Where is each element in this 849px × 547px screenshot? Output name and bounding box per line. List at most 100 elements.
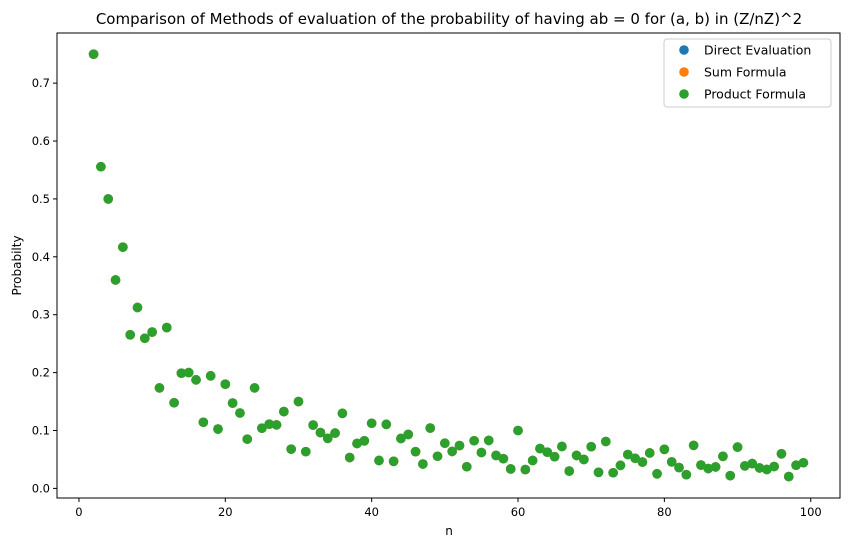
data-point: [798, 457, 809, 468]
data-point: [688, 440, 699, 451]
data-point: [161, 322, 172, 333]
data-point: [279, 406, 289, 417]
legend-marker: [679, 45, 689, 55]
data-point: [520, 464, 531, 475]
legend-marker: [679, 67, 689, 77]
data-point: [264, 419, 275, 429]
x-tick-label: 60: [511, 505, 526, 519]
data-point: [147, 327, 157, 337]
data-point: [630, 453, 640, 464]
x-axis-ticks: 0 20 40 60 80 100: [75, 498, 822, 519]
legend-marker: [679, 89, 689, 99]
data-point: [535, 443, 545, 454]
legend-label: Sum Formula: [704, 65, 787, 80]
data-point: [666, 457, 677, 467]
x-axis-label: n: [445, 524, 453, 538]
data-point: [308, 420, 318, 430]
x-tick-label: 100: [800, 505, 822, 519]
data-point: [154, 383, 165, 393]
data-point: [542, 447, 553, 458]
data-point: [571, 450, 582, 461]
data-point: [637, 457, 648, 467]
data-point: [183, 367, 194, 378]
y-tick-label: 0.2: [32, 366, 50, 380]
data-point: [410, 446, 421, 457]
data-point: [381, 419, 392, 430]
data-point: [564, 466, 575, 476]
data-point: [257, 423, 267, 433]
chart-title: Comparison of Methods of evaluation of t…: [96, 10, 802, 28]
plot-area: [57, 33, 840, 498]
data-point: [220, 379, 231, 389]
plot-frame: [56, 32, 841, 499]
data-point: [125, 329, 135, 340]
data-point: [710, 462, 721, 472]
y-tick-label: 0.5: [32, 192, 50, 206]
data-point: [652, 469, 662, 479]
data-point: [337, 408, 348, 419]
data-point: [703, 463, 714, 474]
x-tick-label: 20: [218, 505, 233, 519]
data-point: [659, 444, 670, 455]
y-tick-label: 0.1: [32, 423, 50, 437]
data-point: [498, 453, 509, 464]
data-point: [483, 435, 494, 446]
data-point: [740, 461, 750, 471]
legend-box: [663, 38, 832, 108]
data-point: [132, 302, 143, 313]
data-point: [586, 441, 596, 452]
data-point: [103, 194, 114, 204]
data-point: [718, 451, 728, 462]
data-point: [549, 451, 560, 462]
data-point: [608, 467, 618, 478]
data-point: [169, 397, 179, 408]
data-point: [242, 434, 253, 444]
data-point: [88, 49, 99, 59]
data-point: [469, 435, 479, 446]
data-point: [747, 458, 757, 469]
data-point: [359, 436, 370, 446]
data-point: [418, 459, 428, 469]
legend-label: Product Formula: [704, 87, 806, 102]
data-point: [396, 433, 406, 444]
data-point: [732, 442, 743, 452]
data-point: [271, 420, 282, 430]
series-3: [88, 49, 809, 482]
data-point: [461, 461, 472, 472]
data-point: [505, 464, 516, 474]
data-point: [118, 242, 128, 252]
data-point: [140, 333, 150, 344]
data-point: [249, 383, 260, 393]
data-point: [557, 441, 567, 452]
data-point: [791, 460, 801, 471]
legend-label: Direct Evaluation: [704, 43, 811, 58]
data-point: [425, 423, 436, 433]
y-tick-label: 0.6: [32, 134, 50, 148]
data-point: [315, 427, 326, 438]
y-tick-label: 0.7: [32, 76, 50, 90]
data-point: [301, 446, 311, 457]
data-point: [762, 464, 772, 475]
data-point: [344, 452, 355, 463]
data-point: [454, 440, 465, 451]
data-point: [293, 396, 304, 407]
data-point: [579, 454, 589, 465]
legend: Direct Evaluation Sum Formula Product Form…: [663, 38, 832, 108]
data-point: [725, 470, 736, 481]
data-point: [110, 275, 121, 285]
data-point: [235, 408, 245, 418]
x-tick-label: 80: [657, 505, 672, 519]
data-point: [644, 448, 655, 458]
data-points: [88, 49, 809, 482]
data-point: [198, 417, 209, 428]
x-tick-label: 40: [364, 505, 379, 519]
data-point: [513, 425, 523, 436]
data-point: [754, 463, 765, 473]
data-point: [286, 444, 296, 454]
data-point: [366, 418, 377, 429]
y-axis-ticks: 0.0 0.1 0.2 0.3 0.4 0.5 0.6 0.7: [32, 76, 57, 495]
data-point: [476, 447, 487, 458]
y-axis-label: Probabilty: [10, 235, 24, 295]
data-point: [622, 449, 633, 460]
